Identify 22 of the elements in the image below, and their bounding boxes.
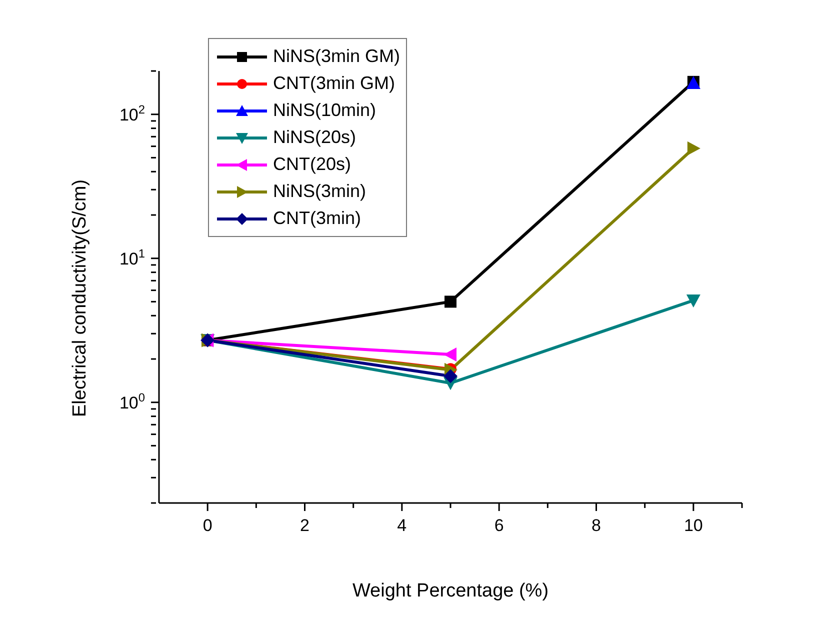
legend-label: NiNS(10min) [273, 100, 376, 121]
legend-label: NiNS(3min) [273, 181, 366, 202]
y-tick-label: 10$^{2}$ [119, 102, 146, 124]
legend-label: NiNS(3min GM) [273, 46, 400, 67]
legend-label: NiNS(20s) [273, 127, 356, 148]
x-tick-label: 6 [494, 516, 504, 535]
legend-label: CNT(3min GM) [273, 73, 395, 94]
y-tick-label: 10$^{1}$ [119, 246, 146, 268]
point [686, 294, 700, 308]
point [444, 296, 456, 308]
legend-label: CNT(3min) [273, 208, 361, 229]
y-tick-label: 10$^{0}$ [119, 390, 146, 412]
point [444, 369, 458, 384]
x-tick-label: 4 [397, 516, 407, 535]
x-axis-title: Weight Percentage (%) [352, 580, 549, 602]
x-tick-label: 10 [684, 516, 703, 535]
x-tick-label: 8 [592, 516, 601, 535]
legend-label: CNT(20s) [273, 154, 352, 175]
point [687, 141, 700, 156]
y-axis-title: Electrical conductivity(S/cm) [70, 179, 91, 417]
x-tick-label: 2 [300, 516, 310, 535]
x-tick-label: 0 [202, 516, 212, 535]
